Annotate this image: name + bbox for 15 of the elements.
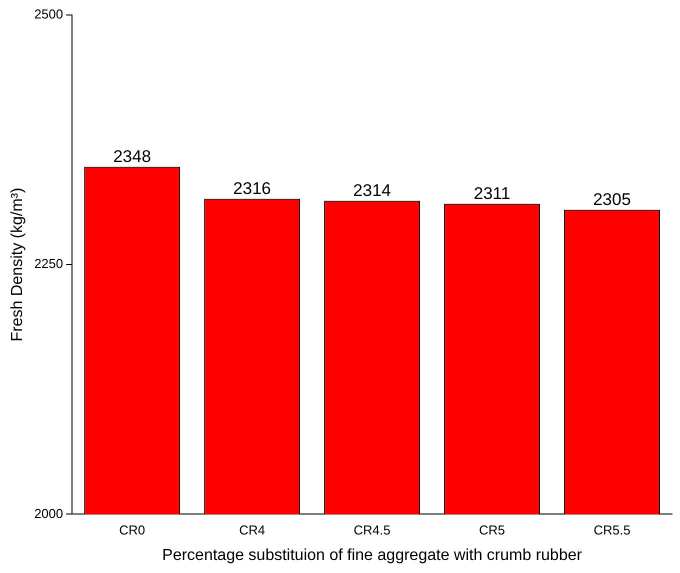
data-label: 2348 [113, 146, 152, 166]
data-label: 2314 [353, 180, 391, 200]
x-axis-title: Percentage substituion of fine aggregate with crumb rubber [162, 546, 583, 564]
x-tick-label: CR4.5 [354, 522, 390, 538]
data-label: 2316 [233, 178, 271, 198]
data-label: 2305 [593, 190, 631, 209]
x-tick-label: CR5 [479, 522, 506, 538]
x-tick-label: CR5.5 [594, 522, 630, 538]
y-axis-title: Fresh Density (kg/m³) [9, 188, 26, 342]
y-tick-label: 2000 [34, 506, 64, 521]
data-label: 2311 [474, 184, 510, 203]
y-tick-label: 2250 [34, 256, 64, 272]
x-tick-label: CR4 [239, 522, 266, 538]
x-tick-label: CR0 [119, 522, 146, 538]
y-tick-label: 2500 [34, 6, 64, 22]
